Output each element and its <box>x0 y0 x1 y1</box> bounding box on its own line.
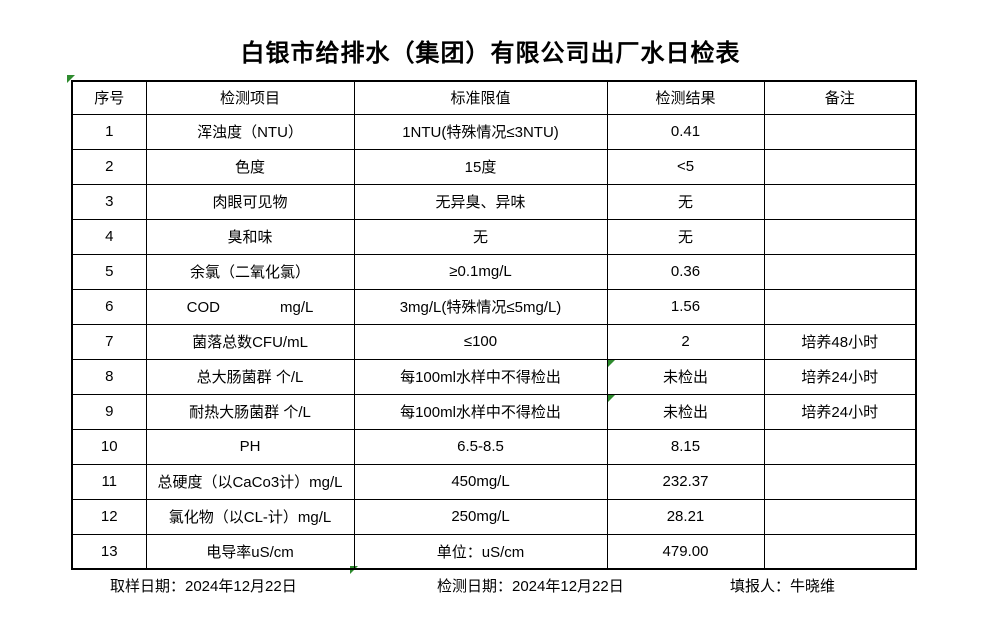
cell-test-item: 浑浊度（NTU） <box>145 113 355 150</box>
table-row: 11 总硬度（以CaCo3计）mg/L 450mg/L 232.37 <box>71 463 917 500</box>
cell-test-item: 臭和味 <box>145 218 355 255</box>
cell-test-result: 232.37 <box>606 463 765 500</box>
table-row: 6 COD mg/L 3mg/L(特殊情况≤5mg/L) 1.56 <box>71 288 917 325</box>
cell-corner-flag-icon <box>608 395 615 402</box>
cell-test-result: 0.36 <box>606 253 765 290</box>
cell-serial-number: 10 <box>71 428 147 465</box>
cell-serial-number: 9 <box>71 393 147 430</box>
cell-test-result: 28.21 <box>606 498 765 535</box>
cell-test-result: <5 <box>606 148 765 185</box>
cell-standard-limit: 450mg/L <box>353 463 608 500</box>
table-body: 1 浑浊度（NTU） 1NTU(特殊情况≤3NTU) 0.41 2 色度 15度… <box>71 113 917 570</box>
header-serial-number: 序号 <box>71 80 147 115</box>
cell-test-item: 总硬度（以CaCo3计）mg/L <box>145 463 355 500</box>
cell-corner-flag-icon <box>67 75 75 83</box>
cell-test-item: 肉眼可见物 <box>145 183 355 220</box>
cell-test-result: 479.00 <box>606 533 765 570</box>
testing-date: 检测日期：2024年12月22日 <box>437 578 624 595</box>
table-row: 10 PH 6.5-8.5 8.15 <box>71 428 917 465</box>
table-row: 13 电导率uS/cm 单位：uS/cm 479.00 <box>71 533 917 570</box>
table-row: 7 菌落总数CFU/mL ≤100 2 培养48小时 <box>71 323 917 360</box>
cell-serial-number: 4 <box>71 218 147 255</box>
cell-test-result: 8.15 <box>606 428 765 465</box>
cell-remarks <box>763 253 917 290</box>
inspection-table: 序号 检测项目 标准限值 检测结果 备注 1 浑浊度（NTU） 1NTU(特殊情… <box>71 80 917 570</box>
cell-test-result: 1.56 <box>606 288 765 325</box>
cell-corner-flag-icon <box>350 566 358 574</box>
cell-serial-number: 6 <box>71 288 147 325</box>
cell-test-item: 耐热大肠菌群 个/L <box>145 393 355 430</box>
cell-remarks <box>763 498 917 535</box>
cell-remarks <box>763 288 917 325</box>
cell-test-item: COD mg/L <box>145 288 355 325</box>
cell-remarks <box>763 113 917 150</box>
cell-remarks: 培养24小时 <box>763 393 917 430</box>
cell-standard-limit: 250mg/L <box>353 498 608 535</box>
cell-test-result: 0.41 <box>606 113 765 150</box>
cell-test-item: 菌落总数CFU/mL <box>145 323 355 360</box>
cell-serial-number: 5 <box>71 253 147 290</box>
cell-remarks: 培养24小时 <box>763 358 917 395</box>
cell-standard-limit: 无异臭、异味 <box>353 183 608 220</box>
table-row: 12 氯化物（以CL-计）mg/L 250mg/L 28.21 <box>71 498 917 535</box>
cell-test-item: 总大肠菌群 个/L <box>145 358 355 395</box>
cell-test-item: 电导率uS/cm <box>145 533 355 570</box>
cell-standard-limit: ≤100 <box>353 323 608 360</box>
cell-serial-number: 12 <box>71 498 147 535</box>
cell-remarks: 培养48小时 <box>763 323 917 360</box>
sampling-date: 取样日期：2024年12月22日 <box>110 578 297 595</box>
cell-standard-limit: 单位：uS/cm <box>353 533 608 570</box>
cell-test-result: 未检出 <box>606 358 765 395</box>
cell-test-result: 2 <box>606 323 765 360</box>
cell-standard-limit: 每100ml水样中不得检出 <box>353 393 608 430</box>
cell-serial-number: 7 <box>71 323 147 360</box>
header-remarks: 备注 <box>763 80 917 115</box>
cell-test-item: 余氯（二氧化氯） <box>145 253 355 290</box>
cell-corner-flag-icon <box>608 360 615 367</box>
cell-standard-limit: 1NTU(特殊情况≤3NTU) <box>353 113 608 150</box>
cell-standard-limit: 每100ml水样中不得检出 <box>353 358 608 395</box>
page-title: 白银市给排水（集团）有限公司出厂水日检表 <box>240 40 741 67</box>
table-row: 5 余氯（二氧化氯） ≥0.1mg/L 0.36 <box>71 253 917 290</box>
table-row: 2 色度 15度 <5 <box>71 148 917 185</box>
cell-remarks <box>763 148 917 185</box>
cell-test-result: 无 <box>606 183 765 220</box>
cell-standard-limit: 15度 <box>353 148 608 185</box>
cell-serial-number: 13 <box>71 533 147 570</box>
table-row: 9 耐热大肠菌群 个/L 每100ml水样中不得检出 未检出 培养24小时 <box>71 393 917 430</box>
cell-remarks <box>763 463 917 500</box>
cell-standard-limit: 无 <box>353 218 608 255</box>
cell-serial-number: 3 <box>71 183 147 220</box>
cell-serial-number: 8 <box>71 358 147 395</box>
cell-remarks <box>763 218 917 255</box>
table-row: 1 浑浊度（NTU） 1NTU(特殊情况≤3NTU) 0.41 <box>71 113 917 150</box>
header-test-item: 检测项目 <box>145 80 355 115</box>
cell-test-item: 氯化物（以CL-计）mg/L <box>145 498 355 535</box>
cell-remarks <box>763 428 917 465</box>
table-row: 8 总大肠菌群 个/L 每100ml水样中不得检出 未检出 培养24小时 <box>71 358 917 395</box>
filled-by: 填报人：牛晓维 <box>730 578 836 595</box>
cell-test-item: PH <box>145 428 355 465</box>
cell-serial-number: 11 <box>71 463 147 500</box>
cell-remarks <box>763 183 917 220</box>
cell-serial-number: 1 <box>71 113 147 150</box>
header-standard-limit: 标准限值 <box>353 80 608 115</box>
cell-remarks <box>763 533 917 570</box>
cell-serial-number: 2 <box>71 148 147 185</box>
cell-standard-limit: 6.5-8.5 <box>353 428 608 465</box>
table-header-row: 序号 检测项目 标准限值 检测结果 备注 <box>71 80 917 115</box>
header-test-result: 检测结果 <box>606 80 765 115</box>
table-row: 4 臭和味 无 无 <box>71 218 917 255</box>
table-row: 3 肉眼可见物 无异臭、异味 无 <box>71 183 917 220</box>
cell-standard-limit: 3mg/L(特殊情况≤5mg/L) <box>353 288 608 325</box>
cell-standard-limit: ≥0.1mg/L <box>353 253 608 290</box>
cell-test-result: 无 <box>606 218 765 255</box>
cell-test-item: 色度 <box>145 148 355 185</box>
cell-test-result: 未检出 <box>606 393 765 430</box>
